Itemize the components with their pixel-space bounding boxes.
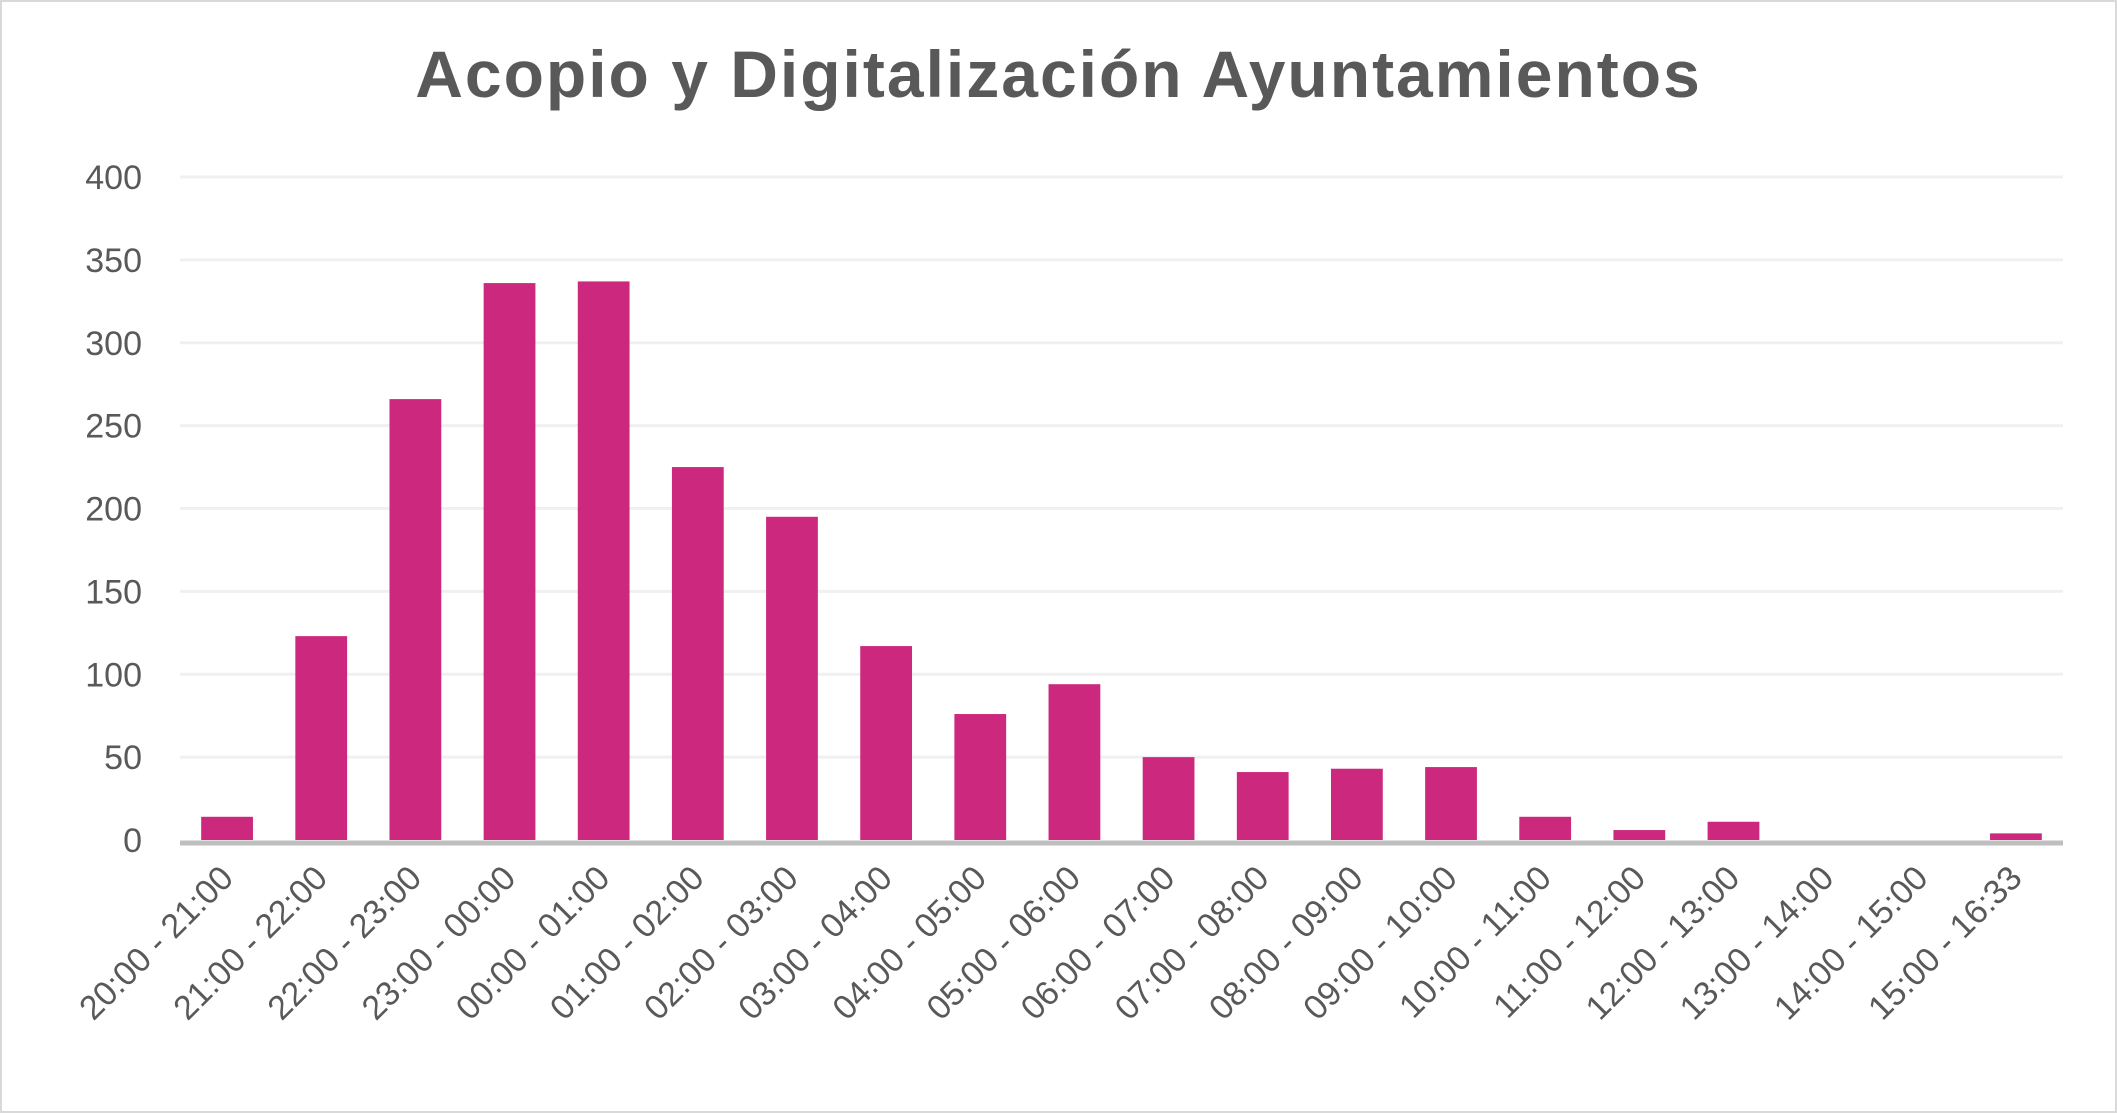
bar <box>860 646 913 840</box>
bar <box>1707 821 1760 840</box>
bar <box>1613 830 1666 840</box>
chart-title: Acopio y Digitalización Ayuntamientos <box>415 37 1702 111</box>
bar <box>201 816 253 840</box>
bar <box>1425 767 1477 840</box>
bar <box>1330 768 1383 840</box>
y-tick-label: 250 <box>85 408 142 446</box>
y-tick-label: 150 <box>85 573 142 611</box>
bar <box>1236 772 1289 840</box>
bar <box>1142 757 1195 840</box>
y-tick-label: 400 <box>85 159 142 197</box>
y-tick-label: 350 <box>85 242 142 280</box>
bar <box>295 636 348 840</box>
y-tick-label: 300 <box>85 325 142 363</box>
bar <box>577 281 630 840</box>
bar <box>1519 816 1572 840</box>
y-tick-label: 200 <box>85 491 142 529</box>
bar <box>671 467 724 840</box>
y-tick-label: 0 <box>123 822 142 860</box>
bar <box>766 516 818 840</box>
bar <box>954 714 1007 840</box>
bar <box>1990 833 2042 840</box>
bar <box>1048 684 1101 840</box>
bar <box>389 399 442 840</box>
y-tick-label: 50 <box>104 739 142 777</box>
bar <box>483 283 536 841</box>
y-tick-label: 100 <box>85 656 142 694</box>
